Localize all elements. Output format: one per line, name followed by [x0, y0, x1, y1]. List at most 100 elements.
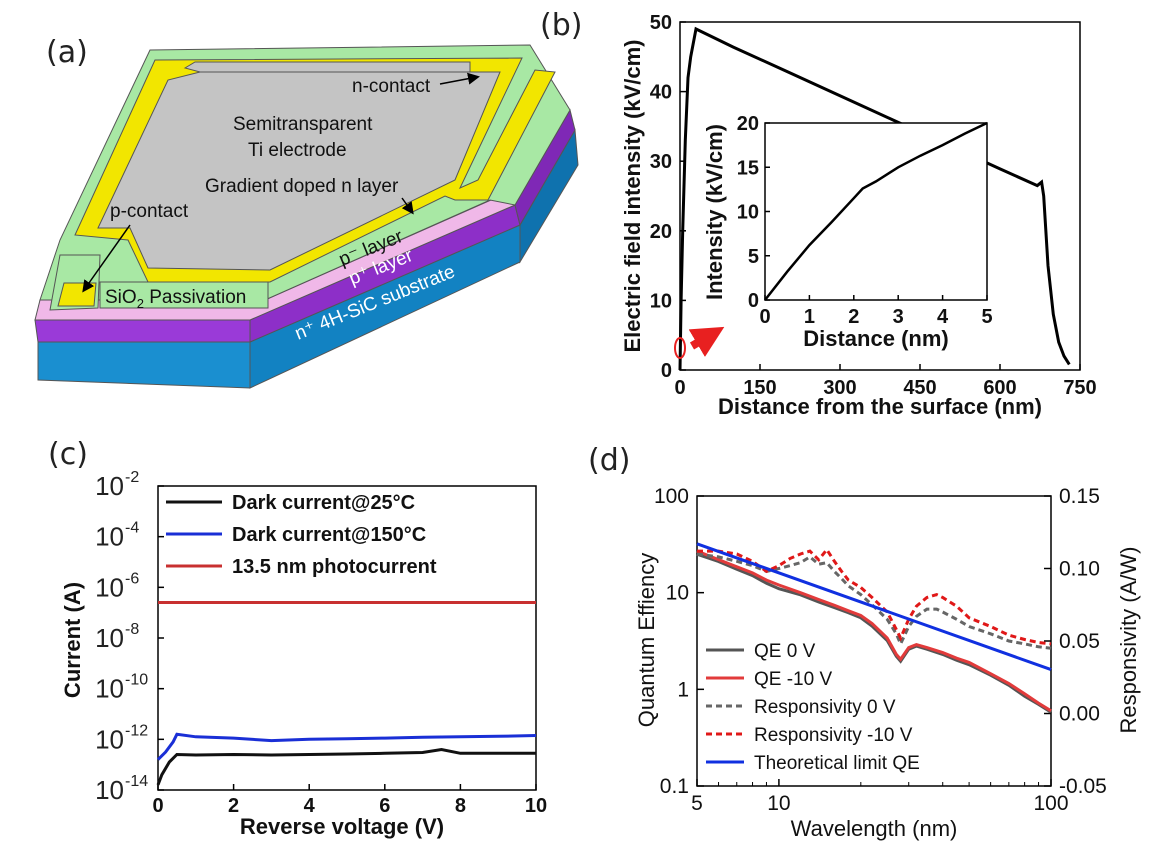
panel-b-label: (b): [540, 8, 582, 43]
panel-d-xtick-label: 100: [1033, 792, 1068, 815]
panel-d-legend: QE 0 V QE -10 V Responsivity 0 V Responsivi…: [706, 641, 920, 774]
panel-d-xlabel: Wavelength (nm): [791, 816, 958, 841]
p-contact-arrow: [82, 224, 131, 293]
panel-b-xlabel: Distance from the surface (nm): [718, 394, 1042, 419]
panel-d-series-line: [696, 552, 1052, 650]
ti-electrode: [97, 71, 501, 271]
panel-c-xtick-label: 8: [455, 795, 466, 817]
panel-c-legend-label: Dark current@150°C: [232, 524, 426, 546]
electrode-label-line2: Ti electrode: [248, 140, 347, 161]
inset-xtick-label: 2: [848, 306, 859, 328]
panel-b-ytick-label: 40: [650, 82, 672, 104]
n-contact-arrow: [439, 72, 480, 85]
inset-frame: [764, 122, 988, 301]
panel-a: (a) n-contact Semitransparent Ti electro…: [34, 35, 579, 389]
panel-d-series-line: [696, 549, 1052, 713]
panel-b-xtick-label: 300: [823, 377, 856, 399]
panel-d-ylabel: Quantum Effiency: [634, 553, 659, 727]
panel-d-ytick-label: 100: [654, 485, 689, 508]
panel-d-legend-label: Theoretical limit QE: [754, 753, 920, 774]
panel-b-xtick-label: 150: [743, 377, 776, 399]
panel-b-ylabel: Electric field intensity (kV/cm): [620, 40, 645, 353]
substrate-side-left: [37, 341, 251, 389]
p-contact-pad: [57, 282, 97, 307]
panel-d-series: [696, 542, 1052, 714]
passivation-sub: 2: [137, 296, 144, 311]
panel-d-legend-label: QE -10 V: [754, 669, 832, 690]
panel-c-label: (c): [48, 437, 88, 472]
panel-d-ytick-right-label: 0.15: [1059, 485, 1100, 508]
panel-c-legend-label: Dark current@25°C: [232, 492, 415, 514]
panel-c-ytick-exponent: -8: [125, 621, 139, 638]
panel-d-ytick-label: 1: [677, 678, 689, 701]
p-contact-label: p-contact: [110, 201, 189, 222]
panel-c-series-line: [156, 732, 537, 761]
panel-d-legend-label: QE 0 V: [754, 641, 816, 662]
panel-d-series-line: [697, 547, 1052, 646]
panel-c-ytick-base: 10: [95, 724, 124, 754]
panel-c-xtick-label: 4: [304, 795, 316, 817]
panel-c-ytick-base: 10: [95, 572, 124, 602]
panel-c-xtick-label: 10: [525, 795, 547, 817]
panel-d-series-line: [696, 552, 1052, 714]
panel-d-legend-label: Responsivity 0 V: [754, 697, 896, 718]
panel-d: (d) 5 10 1000.1110100-0.050.000.050.100.15…: [588, 443, 1141, 841]
panel-a-label: (a): [46, 35, 88, 70]
panel-c-ytick-exponent: -6: [125, 570, 139, 587]
panel-c-series: [156, 601, 537, 786]
panel-d-ytick-right-label: 0.00: [1059, 703, 1100, 726]
panel-c-legend: Dark current@25°C Dark current@150°C 13.5 …: [166, 492, 437, 578]
passivation-step: [99, 281, 269, 309]
panel-c-xtick-label: 0: [152, 795, 163, 817]
panel-d-xtick-label: 5: [691, 792, 703, 815]
electrode-label-line1: Semitransparent: [233, 114, 373, 135]
inset-xtick-label: 3: [893, 306, 904, 328]
panel-d-ytick-right-label: 0.05: [1059, 630, 1100, 653]
panel-c-ytick-exponent: -10: [125, 672, 148, 689]
zoom-marker-ellipse: [674, 337, 686, 359]
inset-xtick-label: 4: [937, 306, 949, 328]
panel-b-xtick-label: 450: [903, 377, 936, 399]
panel-c-xtick-label: 2: [228, 795, 239, 817]
panel-c-ytick-exponent: -4: [125, 520, 139, 537]
panel-b-ytick-label: 50: [650, 12, 672, 34]
panel-b-series-efield: [678, 26, 1071, 371]
panel-b-ytick-label: 30: [650, 151, 672, 173]
inset-ytick-label: 0: [748, 290, 759, 312]
inset-ylabel: Intensity (kV/cm): [702, 124, 727, 300]
gradient-layer-label: Gradient doped n layer: [205, 176, 399, 197]
panel-c-ytick-base: 10: [95, 674, 124, 704]
p-plus-layer-left: [34, 319, 251, 343]
panel-c-xlabel: Reverse voltage (V): [240, 814, 444, 839]
panel-d-series-line: [696, 542, 1052, 672]
panel-c-ytick-exponent: -12: [125, 722, 148, 739]
panel-c-ytick-exponent: -2: [125, 469, 139, 486]
panel-d-legend-label: Responsivity -10 V: [754, 725, 913, 746]
panel-c-ytick-exponent: -14: [125, 773, 148, 790]
panel-d-xtick-label: 10: [767, 792, 790, 815]
panel-b-ytick-label: 10: [650, 290, 672, 312]
panel-c-legend-label: 13.5 nm photocurrent: [232, 556, 437, 578]
panel-b-ytick-label: 0: [661, 360, 672, 382]
inset-xtick-label: 0: [759, 306, 770, 328]
inset-ytick-label: 15: [737, 157, 759, 179]
inset-xlabel: Distance (nm): [803, 326, 948, 351]
panel-b-plot-frame: [679, 21, 1081, 371]
panel-d-label: (d): [588, 443, 630, 478]
panel-c-ylabel: Current (A): [60, 582, 85, 698]
panel-d-ylabel-right: Responsivity (A/W): [1116, 546, 1141, 733]
inset-xtick-label: 5: [981, 306, 992, 328]
panel-c-ytick-base: 10: [95, 775, 124, 805]
panel-d-ytick-label: 10: [666, 582, 689, 605]
passivation-main: SiO: [105, 287, 137, 308]
panel-d-ytick-right-label: -0.05: [1059, 775, 1107, 798]
zoom-arrow: [688, 326, 725, 357]
inset-ytick-label: 5: [748, 246, 759, 268]
inset-xtick-label: 1: [804, 306, 815, 328]
electrode-tab: [183, 61, 471, 73]
